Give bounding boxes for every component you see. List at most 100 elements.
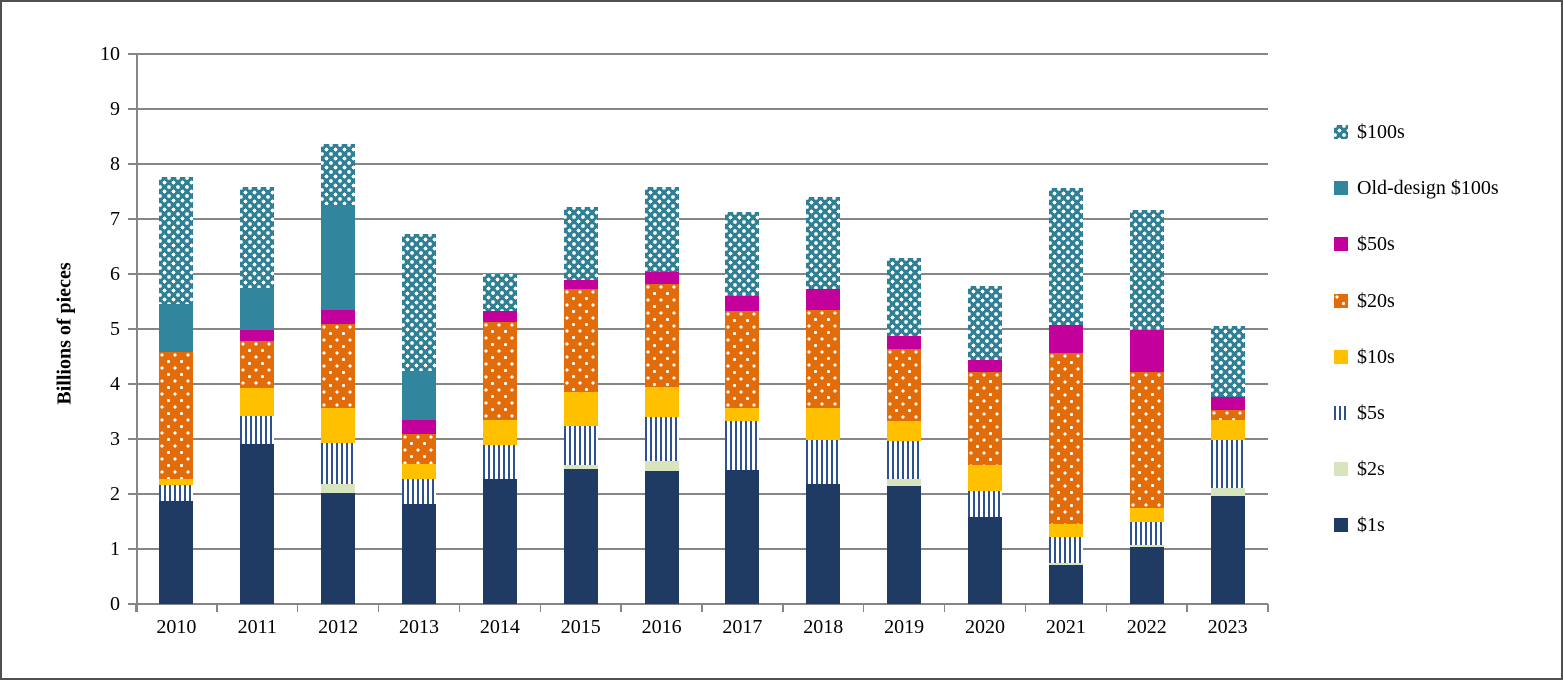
bar-segment-5s-2019 (887, 440, 922, 479)
bar-segment-10s-2013 (402, 463, 436, 479)
bar-segment-olddesign100s-2010 (159, 304, 194, 353)
bar-segment-10s-2010 (159, 478, 194, 486)
x-tick-label: 2015 (560, 616, 601, 638)
bar-segment-5s-2011 (240, 415, 275, 445)
bar-segment-20s-2010 (159, 352, 194, 479)
bar-segment-10s-2015 (563, 392, 598, 426)
bar-segment-20s-2014 (482, 321, 517, 421)
y-axis-tick (128, 548, 136, 550)
bar-segment-100s-2021 (1048, 187, 1083, 326)
legend-swatch-1s-icon (1334, 518, 1348, 533)
y-tick-label: 3 (110, 428, 120, 450)
y-tick-label: 1 (110, 538, 120, 560)
x-axis-tick (1024, 604, 1027, 612)
bar-segment-50s-2018 (806, 288, 841, 311)
bar-2016 (644, 187, 679, 604)
x-tick-label: 2012 (318, 616, 359, 638)
legend-item-1s: $1s (1334, 497, 1499, 553)
bar-segment-1s-2020 (968, 517, 1002, 604)
bar-2010 (159, 176, 194, 604)
x-axis-tick (1186, 604, 1188, 612)
legend: $100s Old-design $100s $50s $20s $10s $5s $2s $… (1334, 104, 1499, 554)
bar-segment-5s-2020 (968, 491, 1002, 518)
bar-segment-100s-2019 (887, 257, 922, 337)
gridline (136, 548, 1268, 550)
y-tick-label: 0 (110, 593, 120, 615)
bar-segment-5s-2014 (482, 444, 517, 479)
gridline (136, 218, 1268, 220)
y-axis-tick (128, 493, 136, 495)
bar-segment-1s-2016 (644, 471, 679, 604)
x-axis-tick (296, 604, 299, 612)
bar-segment-100s-2022 (1129, 210, 1164, 331)
gridline (136, 328, 1268, 330)
bar-segment-50s-2022 (1129, 330, 1164, 372)
gridline (136, 493, 1268, 495)
bar-segment-1s-2018 (806, 483, 841, 604)
x-tick-label: 2011 (237, 616, 277, 638)
bar-segment-20s-2012 (321, 323, 356, 409)
bar-segment-5s-2017 (725, 420, 760, 471)
bar-segment-10s-2014 (482, 420, 517, 445)
gridline (136, 383, 1268, 385)
bar-segment-50s-2013 (402, 420, 436, 434)
bar-segment-100s-2020 (968, 285, 1002, 361)
bar-segment-100s-2013 (402, 233, 436, 371)
x-tick-label: 2017 (722, 616, 763, 638)
x-axis-tick (458, 604, 461, 612)
bar-2012 (321, 143, 356, 604)
bar-segment-100s-2017 (725, 212, 760, 297)
bar-segment-1s-2013 (402, 504, 436, 604)
legend-label-1s: $1s (1357, 514, 1385, 537)
bar-segment-2s-2021 (1048, 562, 1083, 566)
bar-2014 (482, 274, 517, 604)
y-tick-label: 10 (100, 43, 120, 65)
bar-segment-5s-2018 (806, 439, 841, 484)
bar-segment-10s-2012 (321, 408, 356, 444)
y-axis-tick (128, 218, 136, 220)
bar-2011 (240, 186, 275, 604)
bar-segment-100s-2011 (240, 186, 275, 289)
bar-segment-50s-2020 (968, 360, 1002, 372)
bar-segment-1s-2010 (159, 501, 194, 604)
legend-swatch-100s-icon (1334, 125, 1348, 140)
y-tick-label: 7 (110, 208, 120, 230)
bar-segment-1s-2019 (887, 486, 922, 604)
bar-segment-10s-2017 (725, 408, 760, 421)
bar-segment-1s-2023 (1210, 495, 1245, 604)
bar-2022 (1129, 210, 1164, 604)
x-axis-tick (539, 604, 542, 612)
legend-item-5s: $5s (1334, 385, 1499, 441)
bar-segment-5s-2013 (402, 478, 436, 505)
bar-segment-20s-2020 (968, 371, 1002, 466)
bar-segment-2s-2016 (644, 461, 679, 472)
gridline (136, 273, 1268, 275)
bar-segment-20s-2011 (240, 341, 275, 388)
x-tick-label: 2014 (479, 616, 520, 638)
legend-swatch-10s-icon (1334, 349, 1348, 364)
x-axis-tick (377, 604, 380, 612)
bar-2015 (563, 206, 598, 604)
bar-segment-5s-2016 (644, 417, 679, 461)
legend-label-2s: $2s (1357, 458, 1385, 481)
y-tick-label: 8 (110, 153, 120, 175)
bar-segment-20s-2013 (402, 433, 436, 464)
bar-segment-50s-2012 (321, 310, 356, 324)
x-tick-label: 2022 (1126, 616, 1167, 638)
x-tick-label: 2019 (884, 616, 925, 638)
y-tick-label: 9 (110, 98, 120, 120)
x-tick-label: 2016 (641, 616, 682, 638)
y-tick-label: 5 (110, 318, 120, 340)
bar-segment-1s-2017 (725, 470, 760, 604)
bar-segment-5s-2012 (321, 443, 356, 484)
bar-2013 (402, 233, 436, 604)
legend-item-20s: $20s (1334, 273, 1499, 329)
bar-segment-10s-2022 (1129, 507, 1164, 523)
bar-segment-100s-2010 (159, 176, 194, 305)
bar-2021 (1048, 187, 1083, 604)
bar-2023 (1210, 325, 1245, 604)
legend-item-2s: $2s (1334, 441, 1499, 497)
bar-segment-10s-2018 (806, 408, 841, 440)
bar-segment-100s-2015 (563, 206, 598, 281)
